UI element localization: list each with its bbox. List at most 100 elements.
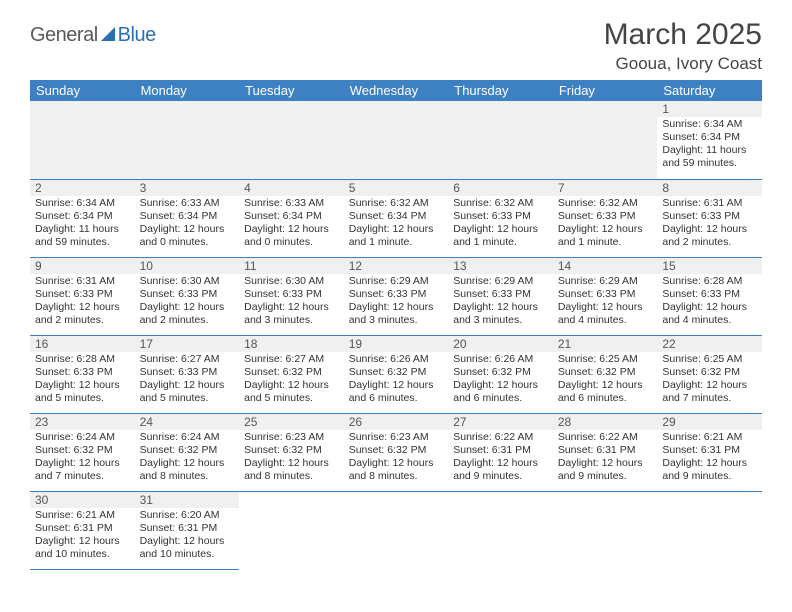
day-details: Sunrise: 6:28 AMSunset: 6:33 PMDaylight:… xyxy=(30,352,135,409)
weekday-header: Tuesday xyxy=(239,80,344,101)
day-details: Sunrise: 6:28 AMSunset: 6:33 PMDaylight:… xyxy=(657,274,762,331)
calendar-cell xyxy=(553,491,658,569)
calendar-cell: 6Sunrise: 6:32 AMSunset: 6:33 PMDaylight… xyxy=(448,179,553,257)
weekday-header: Monday xyxy=(135,80,240,101)
day-number: 24 xyxy=(135,414,240,430)
day-number: 2 xyxy=(30,180,135,196)
day-number: 18 xyxy=(239,336,344,352)
calendar-cell: 10Sunrise: 6:30 AMSunset: 6:33 PMDayligh… xyxy=(135,257,240,335)
calendar-cell: 15Sunrise: 6:28 AMSunset: 6:33 PMDayligh… xyxy=(657,257,762,335)
day-details: Sunrise: 6:32 AMSunset: 6:33 PMDaylight:… xyxy=(553,196,658,253)
day-details: Sunrise: 6:23 AMSunset: 6:32 PMDaylight:… xyxy=(239,430,344,487)
day-details: Sunrise: 6:34 AMSunset: 6:34 PMDaylight:… xyxy=(30,196,135,253)
calendar-cell xyxy=(30,101,135,179)
day-details: Sunrise: 6:32 AMSunset: 6:34 PMDaylight:… xyxy=(344,196,449,253)
calendar-cell: 29Sunrise: 6:21 AMSunset: 6:31 PMDayligh… xyxy=(657,413,762,491)
day-details: Sunrise: 6:33 AMSunset: 6:34 PMDaylight:… xyxy=(239,196,344,253)
calendar-cell: 4Sunrise: 6:33 AMSunset: 6:34 PMDaylight… xyxy=(239,179,344,257)
calendar-body: 1Sunrise: 6:34 AMSunset: 6:34 PMDaylight… xyxy=(30,101,762,569)
calendar-cell: 13Sunrise: 6:29 AMSunset: 6:33 PMDayligh… xyxy=(448,257,553,335)
day-number: 10 xyxy=(135,258,240,274)
day-number: 21 xyxy=(553,336,658,352)
weekday-header: Thursday xyxy=(448,80,553,101)
calendar-cell: 20Sunrise: 6:26 AMSunset: 6:32 PMDayligh… xyxy=(448,335,553,413)
calendar-cell: 3Sunrise: 6:33 AMSunset: 6:34 PMDaylight… xyxy=(135,179,240,257)
calendar-cell: 19Sunrise: 6:26 AMSunset: 6:32 PMDayligh… xyxy=(344,335,449,413)
calendar-cell: 22Sunrise: 6:25 AMSunset: 6:32 PMDayligh… xyxy=(657,335,762,413)
calendar-cell: 14Sunrise: 6:29 AMSunset: 6:33 PMDayligh… xyxy=(553,257,658,335)
calendar-cell xyxy=(239,491,344,569)
day-details: Sunrise: 6:27 AMSunset: 6:33 PMDaylight:… xyxy=(135,352,240,409)
day-details: Sunrise: 6:26 AMSunset: 6:32 PMDaylight:… xyxy=(344,352,449,409)
calendar-row: 2Sunrise: 6:34 AMSunset: 6:34 PMDaylight… xyxy=(30,179,762,257)
calendar-cell: 31Sunrise: 6:20 AMSunset: 6:31 PMDayligh… xyxy=(135,491,240,569)
logo: General Blue xyxy=(30,24,156,47)
calendar-cell: 24Sunrise: 6:24 AMSunset: 6:32 PMDayligh… xyxy=(135,413,240,491)
weekday-header: Friday xyxy=(553,80,658,101)
calendar-cell: 7Sunrise: 6:32 AMSunset: 6:33 PMDaylight… xyxy=(553,179,658,257)
day-number: 16 xyxy=(30,336,135,352)
calendar-cell: 28Sunrise: 6:22 AMSunset: 6:31 PMDayligh… xyxy=(553,413,658,491)
calendar-cell xyxy=(344,491,449,569)
calendar-cell: 27Sunrise: 6:22 AMSunset: 6:31 PMDayligh… xyxy=(448,413,553,491)
calendar-cell: 16Sunrise: 6:28 AMSunset: 6:33 PMDayligh… xyxy=(30,335,135,413)
page-subtitle: Gooua, Ivory Coast xyxy=(604,54,762,74)
day-details: Sunrise: 6:32 AMSunset: 6:33 PMDaylight:… xyxy=(448,196,553,253)
calendar-cell xyxy=(239,101,344,179)
day-details: Sunrise: 6:22 AMSunset: 6:31 PMDaylight:… xyxy=(553,430,658,487)
calendar-cell xyxy=(344,101,449,179)
calendar-cell: 12Sunrise: 6:29 AMSunset: 6:33 PMDayligh… xyxy=(344,257,449,335)
day-details: Sunrise: 6:21 AMSunset: 6:31 PMDaylight:… xyxy=(657,430,762,487)
weekday-header: Wednesday xyxy=(344,80,449,101)
day-details: Sunrise: 6:30 AMSunset: 6:33 PMDaylight:… xyxy=(135,274,240,331)
day-number: 3 xyxy=(135,180,240,196)
day-number: 25 xyxy=(239,414,344,430)
calendar-cell: 11Sunrise: 6:30 AMSunset: 6:33 PMDayligh… xyxy=(239,257,344,335)
day-number: 31 xyxy=(135,492,240,508)
calendar-row: 16Sunrise: 6:28 AMSunset: 6:33 PMDayligh… xyxy=(30,335,762,413)
day-number: 26 xyxy=(344,414,449,430)
day-details: Sunrise: 6:29 AMSunset: 6:33 PMDaylight:… xyxy=(344,274,449,331)
header: General Blue March 2025 Gooua, Ivory Coa… xyxy=(30,18,762,74)
day-number: 5 xyxy=(344,180,449,196)
day-number: 17 xyxy=(135,336,240,352)
day-details: Sunrise: 6:31 AMSunset: 6:33 PMDaylight:… xyxy=(657,196,762,253)
calendar-row: 9Sunrise: 6:31 AMSunset: 6:33 PMDaylight… xyxy=(30,257,762,335)
day-number: 8 xyxy=(657,180,762,196)
day-number: 20 xyxy=(448,336,553,352)
day-details: Sunrise: 6:24 AMSunset: 6:32 PMDaylight:… xyxy=(135,430,240,487)
calendar-cell: 8Sunrise: 6:31 AMSunset: 6:33 PMDaylight… xyxy=(657,179,762,257)
day-number: 19 xyxy=(344,336,449,352)
calendar-cell xyxy=(448,101,553,179)
calendar-cell xyxy=(135,101,240,179)
logo-text-blue: Blue xyxy=(118,24,156,47)
logo-sail-icon xyxy=(101,27,115,41)
day-details: Sunrise: 6:24 AMSunset: 6:32 PMDaylight:… xyxy=(30,430,135,487)
calendar-cell: 17Sunrise: 6:27 AMSunset: 6:33 PMDayligh… xyxy=(135,335,240,413)
day-number: 27 xyxy=(448,414,553,430)
calendar-cell: 25Sunrise: 6:23 AMSunset: 6:32 PMDayligh… xyxy=(239,413,344,491)
calendar-row: 23Sunrise: 6:24 AMSunset: 6:32 PMDayligh… xyxy=(30,413,762,491)
calendar-cell xyxy=(657,491,762,569)
day-number: 7 xyxy=(553,180,658,196)
page-title: March 2025 xyxy=(604,18,762,52)
day-details: Sunrise: 6:27 AMSunset: 6:32 PMDaylight:… xyxy=(239,352,344,409)
calendar-cell: 9Sunrise: 6:31 AMSunset: 6:33 PMDaylight… xyxy=(30,257,135,335)
day-details: Sunrise: 6:25 AMSunset: 6:32 PMDaylight:… xyxy=(553,352,658,409)
day-number: 1 xyxy=(657,101,762,117)
day-details: Sunrise: 6:23 AMSunset: 6:32 PMDaylight:… xyxy=(344,430,449,487)
calendar-cell: 30Sunrise: 6:21 AMSunset: 6:31 PMDayligh… xyxy=(30,491,135,569)
day-number: 4 xyxy=(239,180,344,196)
day-number: 6 xyxy=(448,180,553,196)
calendar-cell: 2Sunrise: 6:34 AMSunset: 6:34 PMDaylight… xyxy=(30,179,135,257)
calendar-cell: 1Sunrise: 6:34 AMSunset: 6:34 PMDaylight… xyxy=(657,101,762,179)
day-details: Sunrise: 6:34 AMSunset: 6:34 PMDaylight:… xyxy=(657,117,762,174)
day-details: Sunrise: 6:26 AMSunset: 6:32 PMDaylight:… xyxy=(448,352,553,409)
day-number: 23 xyxy=(30,414,135,430)
calendar-cell: 26Sunrise: 6:23 AMSunset: 6:32 PMDayligh… xyxy=(344,413,449,491)
day-details: Sunrise: 6:29 AMSunset: 6:33 PMDaylight:… xyxy=(448,274,553,331)
calendar-cell xyxy=(448,491,553,569)
day-number: 15 xyxy=(657,258,762,274)
day-number: 28 xyxy=(553,414,658,430)
calendar-row: 1Sunrise: 6:34 AMSunset: 6:34 PMDaylight… xyxy=(30,101,762,179)
